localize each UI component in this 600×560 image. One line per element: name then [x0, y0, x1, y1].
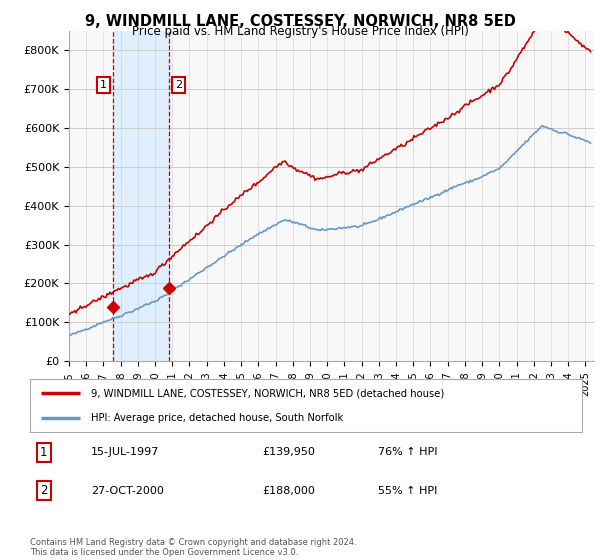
Text: 2: 2 [175, 80, 182, 90]
Text: 9, WINDMILL LANE, COSTESSEY, NORWICH, NR8 5ED (detached house): 9, WINDMILL LANE, COSTESSEY, NORWICH, NR… [91, 389, 444, 399]
Text: 9, WINDMILL LANE, COSTESSEY, NORWICH, NR8 5ED: 9, WINDMILL LANE, COSTESSEY, NORWICH, NR… [85, 14, 515, 29]
Text: 2: 2 [40, 484, 47, 497]
Text: HPI: Average price, detached house, South Norfolk: HPI: Average price, detached house, Sout… [91, 413, 343, 423]
Text: 27-OCT-2000: 27-OCT-2000 [91, 486, 164, 496]
Text: 1: 1 [40, 446, 47, 459]
Text: Contains HM Land Registry data © Crown copyright and database right 2024.
This d: Contains HM Land Registry data © Crown c… [30, 538, 356, 557]
Text: 76% ↑ HPI: 76% ↑ HPI [378, 447, 437, 458]
Text: 55% ↑ HPI: 55% ↑ HPI [378, 486, 437, 496]
Bar [113, 31, 169, 361]
Text: 15-JUL-1997: 15-JUL-1997 [91, 447, 159, 458]
Text: 1: 1 [100, 80, 107, 90]
Text: £188,000: £188,000 [262, 486, 315, 496]
Text: Price paid vs. HM Land Registry's House Price Index (HPI): Price paid vs. HM Land Registry's House … [131, 25, 469, 38]
Text: £139,950: £139,950 [262, 447, 315, 458]
